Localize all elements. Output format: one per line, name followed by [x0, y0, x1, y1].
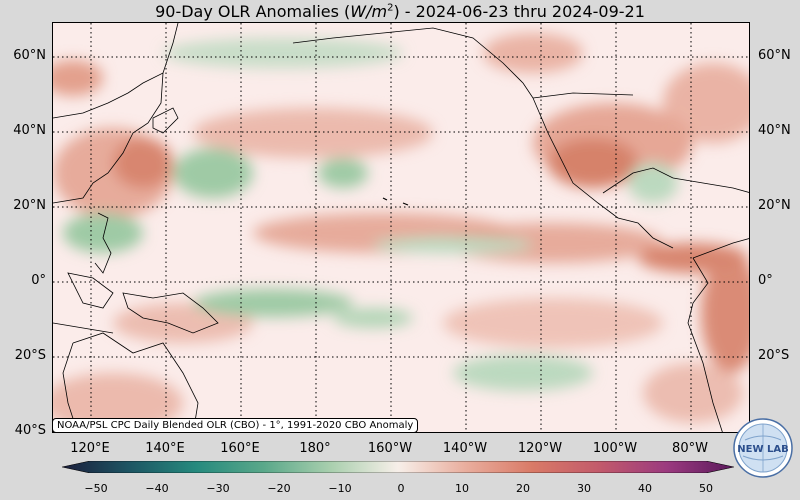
colorbar-gradient: [62, 461, 734, 473]
olr-anomaly-map: [52, 22, 750, 433]
colorbar-tick: 30: [577, 482, 591, 495]
anomaly-field: [53, 33, 749, 432]
lat-label-eq: 0°: [31, 273, 46, 288]
lon-label-80w: 80°W: [672, 441, 708, 456]
coastlines: [53, 23, 749, 432]
lon-label-140e: 140°E: [145, 441, 185, 456]
colorbar-tick: −20: [267, 482, 291, 495]
lat-label-20s: 20°S: [14, 348, 46, 363]
colorbar: [62, 461, 734, 473]
colorbar-tick: 40: [638, 482, 652, 495]
lab-logo: NEW LAB: [733, 418, 793, 478]
data-source-credit: NOAA/PSL CPC Daily Blended OLR (CBO) - 1…: [52, 418, 419, 433]
map-canvas: [53, 23, 749, 432]
lat-label-40s: 40°S: [14, 423, 46, 438]
colorbar-tick: −30: [206, 482, 230, 495]
lon-label-120e: 120°E: [70, 441, 110, 456]
colorbar-tick: 50: [699, 482, 713, 495]
lat-label-60n-right: 60°N: [758, 48, 791, 63]
colorbar-tick: −40: [145, 482, 169, 495]
colorbar-tick: −10: [328, 482, 352, 495]
lat-label-eq-right: 0°: [758, 273, 773, 288]
graticule: [53, 23, 749, 432]
lat-label-20n-right: 20°N: [758, 198, 791, 213]
lat-label-40n: 40°N: [13, 123, 46, 138]
colorbar-tick: 0: [397, 482, 405, 495]
lat-label-60n: 60°N: [13, 48, 46, 63]
lon-label-140w: 140°W: [442, 441, 488, 456]
logo-text: NEW LAB: [737, 444, 788, 455]
colorbar-tick: 20: [516, 482, 530, 495]
lon-label-120w: 120°W: [517, 441, 563, 456]
lon-label-160w: 160°W: [367, 441, 413, 456]
lon-label-100w: 100°W: [592, 441, 638, 456]
lat-label-40n-right: 40°N: [758, 123, 791, 138]
colorbar-tick: 10: [455, 482, 469, 495]
lat-label-20n: 20°N: [13, 198, 46, 213]
lon-label-160e: 160°E: [220, 441, 260, 456]
lat-label-20s-right: 20°S: [758, 348, 790, 363]
lon-label-180: 180°: [299, 441, 331, 456]
map-title: 90-Day OLR Anomalies (W/m2) - 2024-06-23…: [155, 2, 645, 21]
colorbar-tick: −50: [84, 482, 108, 495]
